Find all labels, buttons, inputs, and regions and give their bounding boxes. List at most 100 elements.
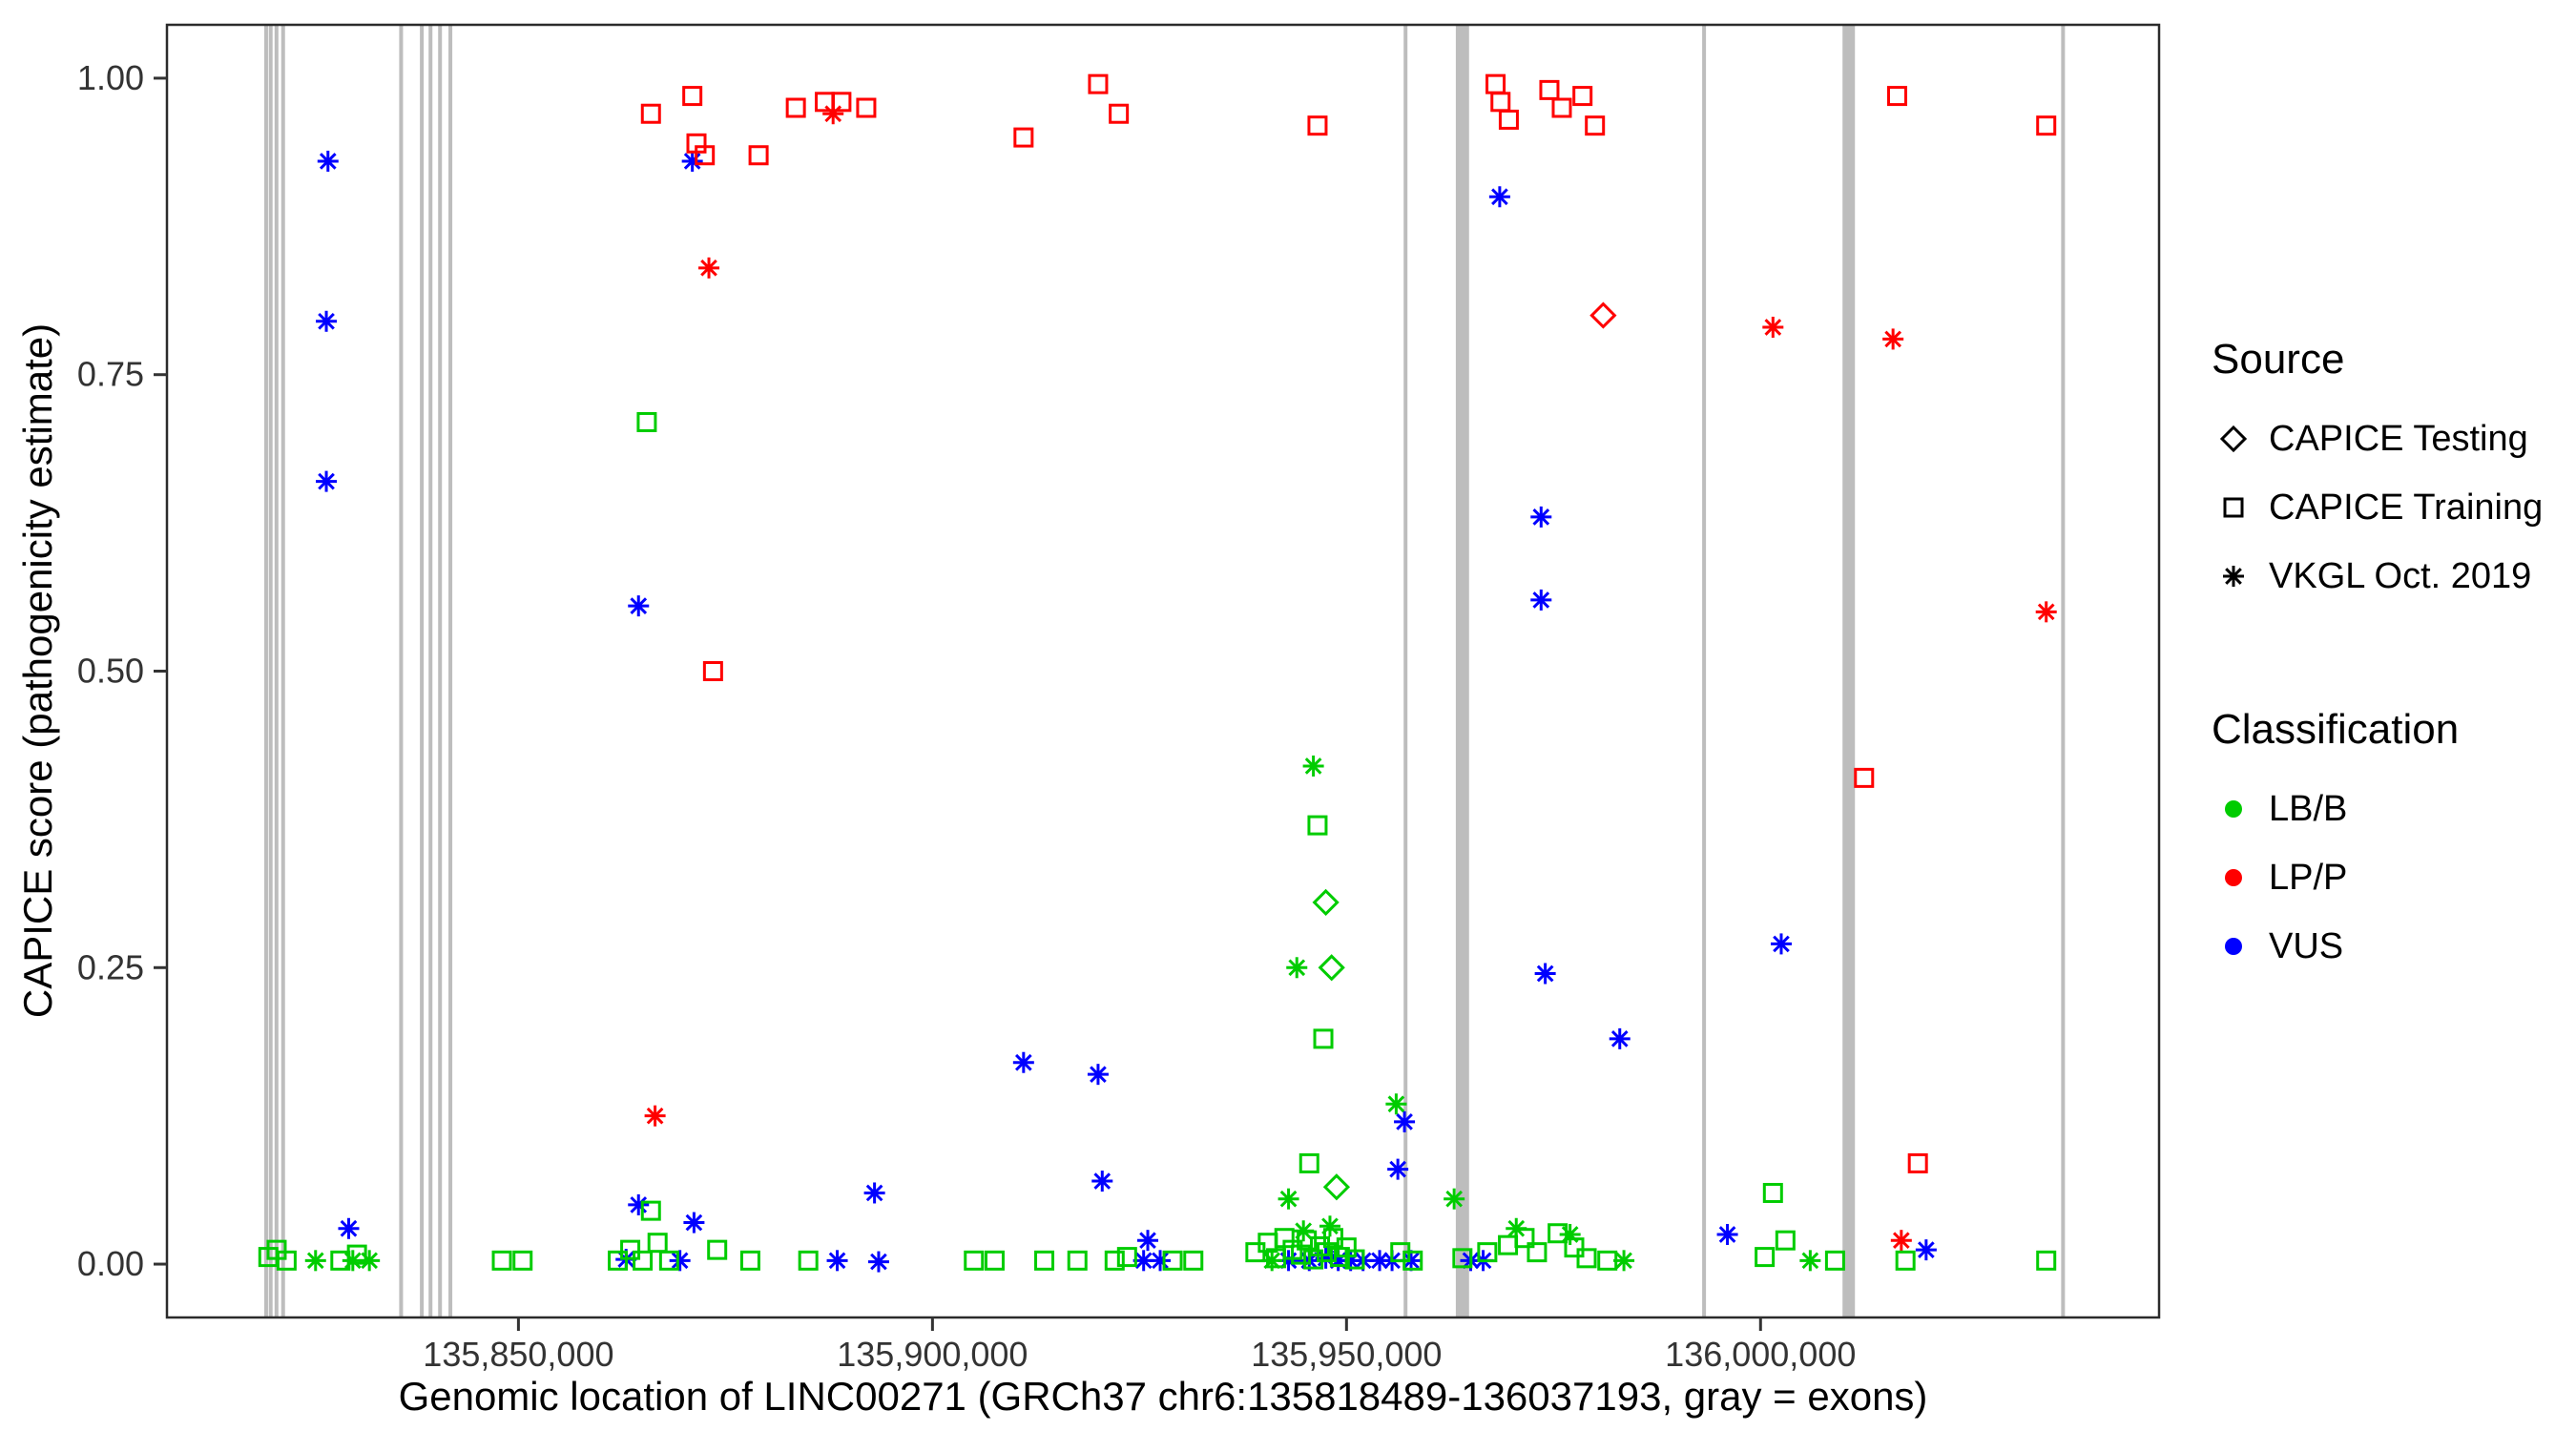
exon-band (263, 25, 268, 1317)
data-point (620, 1239, 641, 1260)
data-point (1762, 1182, 1783, 1203)
data-point (1385, 1093, 1407, 1115)
data-point (1530, 589, 1552, 611)
legend-item: LB/B (2212, 775, 2543, 843)
data-point (1895, 1250, 1916, 1271)
data-point (1882, 328, 1904, 350)
data-point (1488, 186, 1510, 208)
data-point (698, 257, 720, 279)
y-axis: 0.00 0.25 0.50 0.75 1.00 (77, 58, 167, 1283)
data-point (359, 1250, 381, 1272)
exon-band (274, 25, 279, 1317)
data-point (1034, 1250, 1055, 1271)
data-point (1539, 79, 1560, 100)
x-tick-label: 135,850,000 (423, 1335, 613, 1374)
legend-item: CAPICE Testing (2212, 404, 2543, 473)
data-point (1091, 1171, 1113, 1192)
data-point (1527, 1242, 1548, 1263)
points-layer (258, 73, 2057, 1273)
data-point (1534, 963, 1556, 985)
data-point (1286, 957, 1308, 979)
exon-band (448, 25, 453, 1317)
exon-band (268, 25, 273, 1317)
legend-source-title: Source (2212, 336, 2345, 383)
data-point (1291, 1244, 1312, 1265)
data-point (338, 1217, 360, 1239)
data-point (1293, 1220, 1315, 1242)
data-point (1506, 1217, 1527, 1239)
y-axis-title: CAPICE score (pathogenicity estimate) (15, 323, 60, 1018)
data-point (1890, 1230, 1912, 1252)
data-point (1278, 1188, 1299, 1210)
data-point (1316, 1242, 1337, 1263)
data-point (2036, 115, 2057, 136)
data-point (683, 1212, 705, 1234)
legend-group-source: Source CAPICE Testing CAPICE Training VKGL… (2212, 336, 2543, 611)
data-point (628, 1193, 650, 1215)
data-point (512, 1250, 533, 1271)
x-axis: 135,850,000 135,900,000 135,950,000 136,000… (423, 1317, 1856, 1374)
exon-band (280, 25, 285, 1317)
y-tick-label: 0.25 (77, 947, 144, 986)
data-point (1087, 1064, 1109, 1086)
data-point (628, 595, 650, 617)
legend-item: VKGL Oct. 2019 (2212, 542, 2543, 611)
dot-legend-icon (2225, 938, 2242, 955)
data-point (1609, 1027, 1631, 1049)
x-tick-label: 135,950,000 (1251, 1335, 1442, 1374)
legend-item-label: CAPICE Testing (2269, 418, 2528, 459)
data-point (1824, 1250, 1845, 1271)
data-point (1261, 1250, 1283, 1272)
data-point (702, 661, 723, 681)
x-tick-label: 135,900,000 (837, 1335, 1028, 1374)
data-point (1613, 1250, 1635, 1272)
data-point (491, 1250, 512, 1271)
data-point (798, 1250, 819, 1271)
data-point (984, 1250, 1005, 1271)
data-point (2035, 601, 2057, 623)
exon-band (1842, 25, 1856, 1317)
data-point (1344, 1249, 1365, 1270)
legend-group-classification: Classification LB/B LP/P VUS (2212, 706, 2543, 981)
exon-band (399, 25, 404, 1317)
data-point (1770, 933, 1792, 955)
data-point (867, 1251, 889, 1273)
data-point (1394, 1110, 1416, 1132)
data-point (640, 1200, 661, 1221)
data-point (1137, 1230, 1159, 1252)
legend-item-label: LB/B (2269, 788, 2348, 829)
data-point (707, 1239, 728, 1260)
data-point (1444, 1188, 1465, 1210)
data-point (1088, 73, 1109, 94)
data-point (1716, 1223, 1738, 1245)
legend-item-label: VKGL Oct. 2019 (2269, 555, 2532, 596)
legend-item-label: VUS (2269, 925, 2344, 966)
data-point (316, 470, 338, 492)
data-point (669, 1250, 691, 1272)
exon-band (438, 25, 443, 1317)
data-point (1162, 1250, 1183, 1271)
data-point (1477, 1242, 1498, 1263)
data-point (1854, 767, 1875, 788)
legend-source-items: CAPICE Testing CAPICE Training VKGL Oct. 2… (2212, 404, 2543, 611)
data-point (1067, 1250, 1088, 1271)
data-point (644, 1105, 666, 1127)
data-point (276, 1250, 297, 1271)
data-point (1319, 1215, 1340, 1237)
data-point (1559, 1223, 1581, 1245)
data-point (1109, 103, 1130, 124)
data-point (658, 1250, 679, 1271)
plot-panel (167, 25, 2159, 1317)
data-point (1302, 755, 1324, 777)
data-point (863, 1182, 885, 1204)
data-point (2036, 1250, 2057, 1271)
data-point (316, 310, 338, 332)
data-point (1318, 954, 1345, 982)
asterisk-legend-icon (2223, 566, 2244, 587)
data-point (1132, 1250, 1154, 1272)
data-point (1585, 115, 1606, 136)
x-tick-label: 136,000,000 (1665, 1335, 1856, 1374)
exon-bands-layer (263, 25, 2066, 1317)
data-point (1012, 1051, 1034, 1073)
